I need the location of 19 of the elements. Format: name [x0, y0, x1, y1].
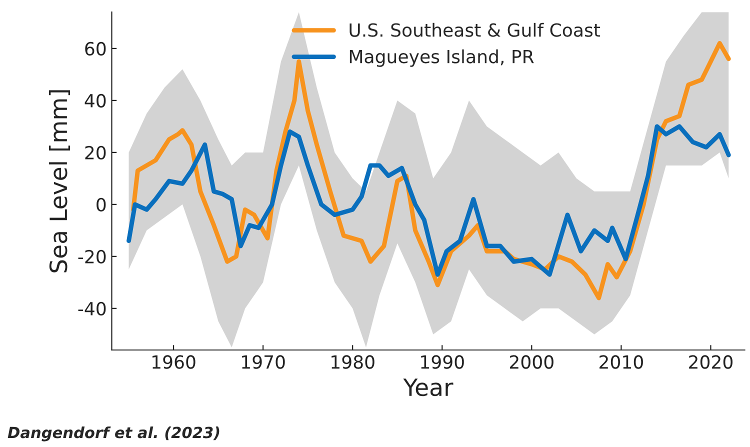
y-tick-label: -20: [78, 250, 106, 264]
y-tick-label: 20: [85, 146, 106, 160]
x-tick-label: 1980: [332, 355, 374, 369]
y-tick-label: 60: [85, 42, 106, 56]
x-tick-label: 1960: [152, 355, 196, 369]
x-tick-label: 2010: [600, 355, 643, 369]
text: Dangendorf et al. (2023): [8, 426, 220, 442]
x-tick-label: 2020: [689, 355, 733, 369]
x-tick-label: 1990: [421, 355, 464, 369]
x-tick-label: 1970: [242, 355, 285, 369]
line-series: [126, 124, 731, 277]
x-tick-label: 2000: [510, 355, 554, 369]
y-tick-label: 0: [96, 198, 106, 212]
legend-label: Magueyes Island, PR: [350, 49, 534, 67]
y-axis-title: Sea Level [mm]: [48, 90, 70, 272]
legend-label: U.S. Southeast & Gulf Coast: [350, 22, 600, 37]
x-axis-title: Year: [403, 378, 454, 396]
y-tick-label: -40: [78, 302, 106, 316]
y-tick-label: 40: [84, 94, 106, 108]
